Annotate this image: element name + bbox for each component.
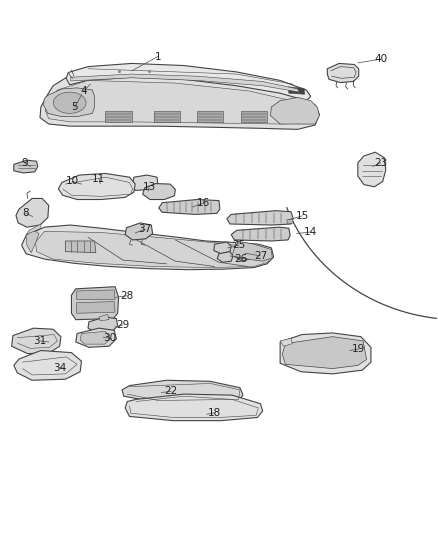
Text: 1: 1 [155, 52, 161, 61]
Polygon shape [280, 333, 371, 374]
Text: 30: 30 [103, 333, 117, 343]
Polygon shape [71, 287, 119, 320]
Polygon shape [43, 88, 95, 117]
Polygon shape [327, 63, 359, 83]
Text: 34: 34 [53, 362, 66, 373]
Text: 10: 10 [66, 176, 79, 187]
Polygon shape [106, 111, 132, 122]
Text: 13: 13 [142, 182, 156, 192]
Polygon shape [80, 332, 111, 344]
Polygon shape [283, 337, 367, 368]
Text: 5: 5 [71, 102, 78, 112]
Polygon shape [66, 63, 311, 101]
Polygon shape [133, 175, 158, 190]
Text: 23: 23 [374, 158, 387, 168]
Ellipse shape [53, 92, 86, 114]
Polygon shape [77, 302, 115, 313]
Polygon shape [231, 227, 290, 241]
Polygon shape [14, 351, 81, 380]
Polygon shape [26, 230, 39, 253]
Polygon shape [280, 338, 292, 346]
Text: 31: 31 [33, 336, 46, 346]
Polygon shape [16, 198, 49, 227]
Text: 11: 11 [92, 174, 106, 184]
Polygon shape [232, 241, 272, 261]
Polygon shape [88, 317, 118, 333]
Polygon shape [40, 72, 319, 130]
Polygon shape [125, 394, 263, 421]
Polygon shape [77, 290, 115, 300]
Polygon shape [26, 224, 41, 235]
Text: 40: 40 [374, 54, 387, 64]
Polygon shape [125, 223, 152, 240]
Polygon shape [45, 80, 314, 124]
Text: 15: 15 [295, 211, 309, 221]
Polygon shape [99, 314, 109, 321]
Text: 25: 25 [232, 240, 245, 250]
Text: 26: 26 [234, 254, 247, 263]
Polygon shape [153, 111, 180, 122]
Polygon shape [227, 211, 293, 225]
Text: 27: 27 [254, 251, 267, 261]
Polygon shape [76, 328, 117, 348]
Polygon shape [197, 111, 223, 122]
Text: 37: 37 [138, 224, 152, 235]
Text: 8: 8 [23, 208, 29, 219]
Text: 16: 16 [197, 198, 210, 208]
Text: 9: 9 [21, 158, 28, 168]
Text: 18: 18 [208, 408, 221, 418]
Polygon shape [14, 160, 38, 173]
Text: 29: 29 [117, 320, 130, 330]
Polygon shape [288, 87, 304, 94]
Polygon shape [217, 252, 233, 262]
Polygon shape [287, 219, 293, 224]
Polygon shape [21, 225, 274, 270]
Polygon shape [271, 98, 319, 124]
Polygon shape [214, 242, 231, 254]
Polygon shape [241, 111, 267, 122]
Polygon shape [65, 241, 96, 253]
Polygon shape [12, 328, 61, 354]
Polygon shape [236, 248, 252, 261]
Polygon shape [159, 199, 220, 214]
Polygon shape [35, 231, 269, 268]
Polygon shape [122, 380, 243, 403]
Polygon shape [143, 183, 175, 199]
Text: 19: 19 [352, 344, 365, 354]
Polygon shape [71, 74, 299, 92]
Polygon shape [58, 173, 135, 199]
Text: 14: 14 [304, 227, 317, 237]
Text: 22: 22 [164, 386, 177, 397]
Polygon shape [358, 152, 386, 187]
Text: 28: 28 [121, 290, 134, 301]
Text: 4: 4 [80, 86, 87, 96]
